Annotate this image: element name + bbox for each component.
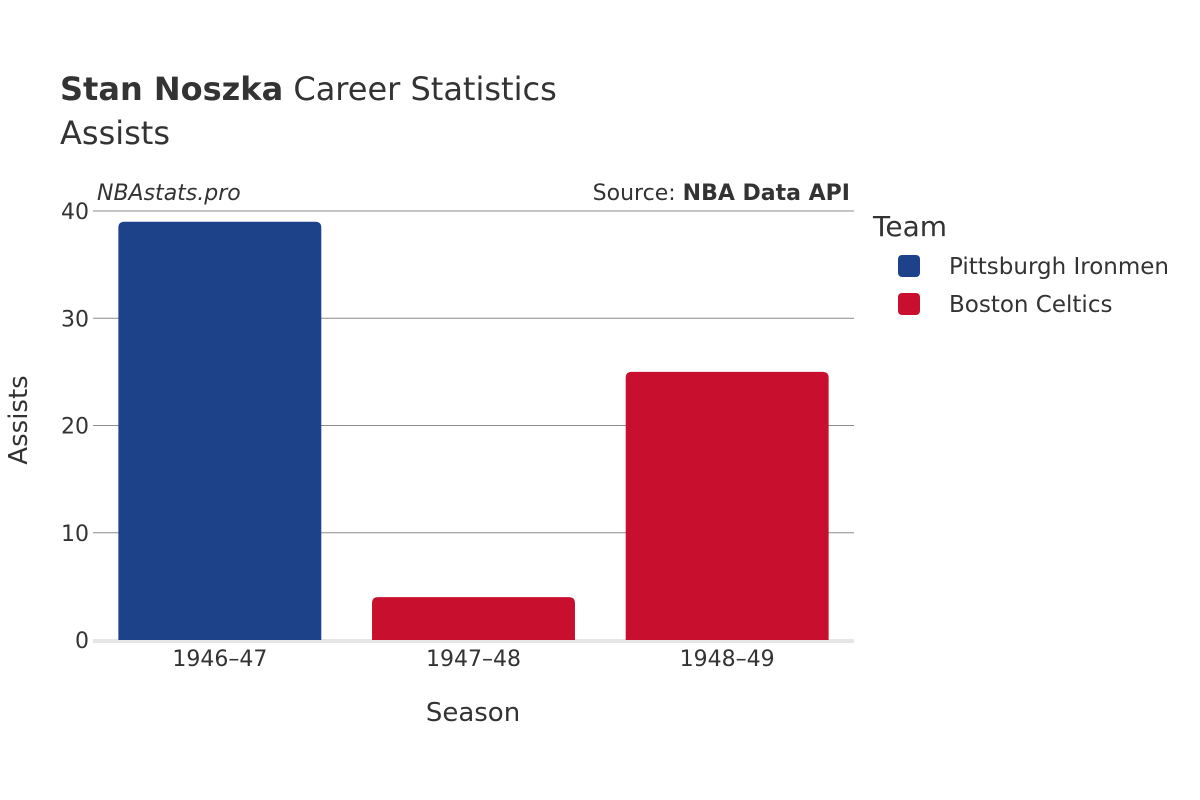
y-tick-label: 30 xyxy=(61,307,89,332)
chart-title-name: Stan Noszka xyxy=(60,70,283,108)
x-tick-label: 1948–49 xyxy=(680,647,775,672)
bar-1946–47[interactable] xyxy=(118,221,322,640)
legend: Pittsburgh Ironmen Boston Celtics xyxy=(898,254,1169,318)
legend-swatch xyxy=(898,255,920,277)
chart-subtitle: Assists xyxy=(60,114,170,152)
x-tick-labels: 1946–47 1947–48 1948–49 xyxy=(172,647,774,672)
legend-title: Team xyxy=(872,210,947,243)
chart-title: Stan Noszka Career Statistics xyxy=(60,70,557,108)
y-tick-label: 20 xyxy=(61,415,89,440)
bars xyxy=(118,221,829,640)
y-tick-label: 0 xyxy=(75,629,89,654)
y-tick-label: 40 xyxy=(61,200,89,225)
x-axis-label: Season xyxy=(426,698,520,728)
bar-1947–48[interactable] xyxy=(372,597,575,640)
legend-swatch xyxy=(898,293,920,315)
bar-1948–49[interactable] xyxy=(625,371,829,640)
legend-item-label[interactable]: Boston Celtics xyxy=(949,292,1112,318)
source-credit: Source: NBA Data API xyxy=(593,181,850,206)
x-tick-label: 1947–48 xyxy=(426,647,521,672)
watermark: NBAstats.pro xyxy=(97,181,241,206)
y-axis-label: Assists xyxy=(4,375,34,464)
x-tick-label: 1946–47 xyxy=(172,647,267,672)
y-tick-labels: 0 10 20 30 40 xyxy=(61,200,89,654)
legend-item-label[interactable]: Pittsburgh Ironmen xyxy=(949,254,1169,280)
y-tick-label: 10 xyxy=(61,522,89,547)
source-prefix: Source: xyxy=(593,181,676,206)
source-name: NBA Data API xyxy=(683,181,850,206)
chart-title-rest: Career Statistics xyxy=(293,70,556,108)
